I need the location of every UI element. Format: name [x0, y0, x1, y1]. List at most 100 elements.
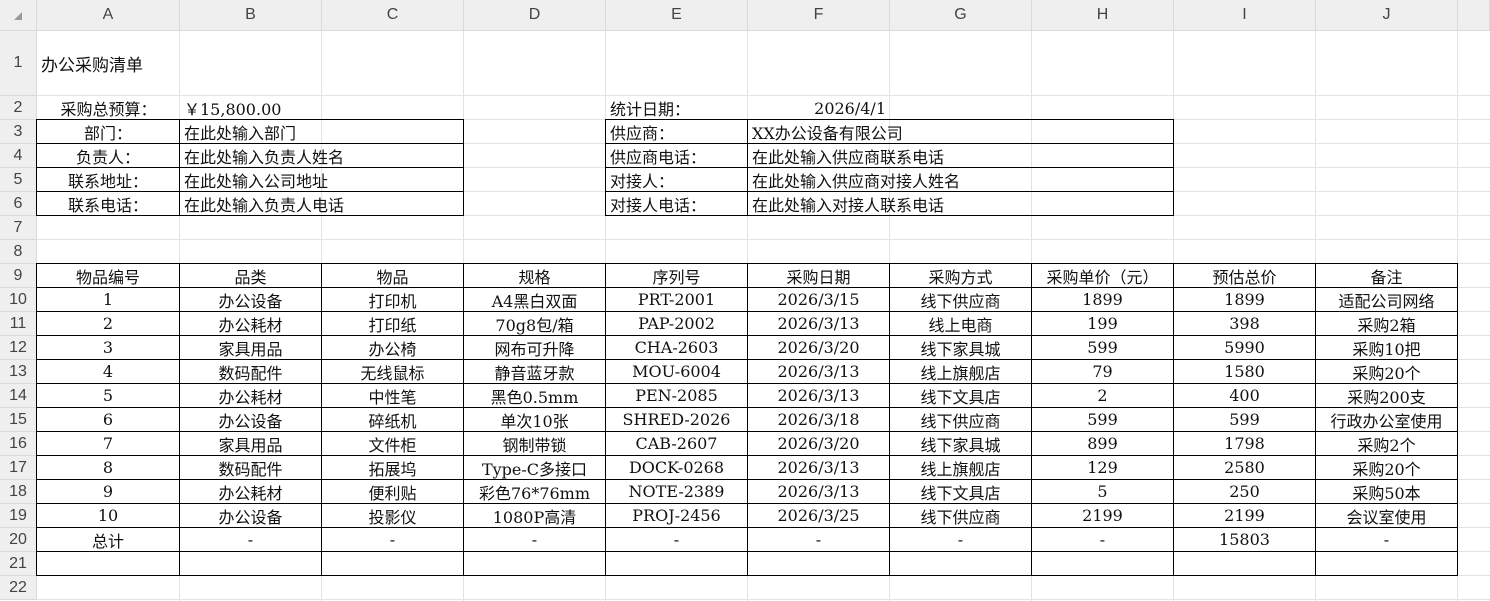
table-cell[interactable]: 1798	[1173, 431, 1316, 456]
table-cell[interactable]: 线上旗舰店	[889, 455, 1032, 480]
table-cell[interactable]: 4	[36, 359, 180, 384]
table-cell[interactable]: 文件柜	[321, 431, 464, 456]
table-cell[interactable]: 70g8包/箱	[463, 311, 606, 336]
table-cell[interactable]: 7	[36, 431, 180, 456]
table-cell[interactable]: 线下文具店	[889, 383, 1032, 408]
requester-label[interactable]: 联系地址：	[36, 167, 180, 192]
table-header[interactable]: 备注	[1315, 263, 1458, 288]
table-cell[interactable]: 采购20个	[1315, 455, 1458, 480]
row-header-2[interactable]: 2	[0, 96, 37, 120]
table-cell[interactable]: A4黑白双面	[463, 287, 606, 312]
column-header-H[interactable]: H	[1032, 0, 1174, 31]
table-cell[interactable]: 线上旗舰店	[889, 359, 1032, 384]
table-cell[interactable]: 办公耗材	[179, 311, 322, 336]
table-cell[interactable]: 投影仪	[321, 503, 464, 528]
row-header-17[interactable]: 17	[0, 456, 37, 480]
table-cell[interactable]: 6	[36, 407, 180, 432]
total-cell[interactable]: -	[605, 527, 748, 552]
row-header-9[interactable]: 9	[0, 264, 37, 288]
table-cell[interactable]: 办公设备	[179, 407, 322, 432]
supplier-value[interactable]: 在此处输入供应商联系电话	[747, 143, 1174, 168]
table-cell[interactable]: 采购10把	[1315, 335, 1458, 360]
table-cell[interactable]: 线下家具城	[889, 431, 1032, 456]
table-cell[interactable]: 采购2个	[1315, 431, 1458, 456]
table-cell[interactable]: 家具用品	[179, 431, 322, 456]
table-cell[interactable]: PAP-2002	[605, 311, 748, 336]
empty-cell[interactable]	[889, 551, 1032, 576]
column-header-E[interactable]: E	[606, 0, 748, 31]
column-header-G[interactable]: G	[890, 0, 1032, 31]
table-cell[interactable]: 数码配件	[179, 455, 322, 480]
row-header-12[interactable]: 12	[0, 336, 37, 360]
row-header-14[interactable]: 14	[0, 384, 37, 408]
requester-value[interactable]: 在此处输入负责人电话	[179, 191, 464, 216]
total-cell[interactable]: -	[1315, 527, 1458, 552]
table-header[interactable]: 序列号	[605, 263, 748, 288]
requester-value[interactable]: 在此处输入公司地址	[179, 167, 464, 192]
table-cell[interactable]: 黑色0.5mm	[463, 383, 606, 408]
table-cell[interactable]: 会议室使用	[1315, 503, 1458, 528]
total-cell[interactable]: -	[889, 527, 1032, 552]
row-header-19[interactable]: 19	[0, 504, 37, 528]
row-header-7[interactable]: 7	[0, 216, 37, 240]
table-cell[interactable]: 拓展坞	[321, 455, 464, 480]
table-cell[interactable]: 250	[1173, 479, 1316, 504]
table-cell[interactable]: 2199	[1173, 503, 1316, 528]
empty-cell[interactable]	[1173, 551, 1316, 576]
column-header-J[interactable]: J	[1316, 0, 1458, 31]
supplier-label[interactable]: 对接人：	[605, 167, 748, 192]
empty-cell[interactable]	[1031, 551, 1174, 576]
table-cell[interactable]: 2	[36, 311, 180, 336]
table-cell[interactable]: 单次10张	[463, 407, 606, 432]
row-header-13[interactable]: 13	[0, 360, 37, 384]
sheet-title[interactable]: 办公采购清单	[41, 56, 143, 76]
table-cell[interactable]: 5	[36, 383, 180, 408]
row-header-18[interactable]: 18	[0, 480, 37, 504]
requester-label[interactable]: 联系电话：	[36, 191, 180, 216]
supplier-value[interactable]: 在此处输入对接人联系电话	[747, 191, 1174, 216]
budget-label[interactable]: 采购总预算：	[60, 100, 157, 119]
table-cell[interactable]: 2026/3/13	[747, 479, 890, 504]
supplier-label[interactable]: 供应商：	[605, 119, 748, 144]
table-cell[interactable]: 线上电商	[889, 311, 1032, 336]
table-cell[interactable]: 线下供应商	[889, 287, 1032, 312]
table-cell[interactable]: 2026/3/13	[747, 359, 890, 384]
table-cell[interactable]: 2199	[1031, 503, 1174, 528]
table-header[interactable]: 采购单价（元）	[1031, 263, 1174, 288]
table-cell[interactable]: 1899	[1173, 287, 1316, 312]
select-all-corner[interactable]	[0, 0, 37, 31]
table-cell[interactable]: 2026/3/18	[747, 407, 890, 432]
table-cell[interactable]: 采购200支	[1315, 383, 1458, 408]
total-cell[interactable]: -	[179, 527, 322, 552]
supplier-value[interactable]: 在此处输入供应商对接人姓名	[747, 167, 1174, 192]
empty-cell[interactable]	[463, 551, 606, 576]
row-header-10[interactable]: 10	[0, 288, 37, 312]
table-cell[interactable]: 无线鼠标	[321, 359, 464, 384]
total-cell[interactable]: -	[747, 527, 890, 552]
table-cell[interactable]: 1580	[1173, 359, 1316, 384]
table-cell[interactable]: 适配公司网络	[1315, 287, 1458, 312]
row-header-1[interactable]: 1	[0, 31, 37, 96]
table-cell[interactable]: 办公椅	[321, 335, 464, 360]
empty-cell[interactable]	[36, 551, 180, 576]
table-cell[interactable]: 2026/3/25	[747, 503, 890, 528]
table-header[interactable]: 品类	[179, 263, 322, 288]
row-header-6[interactable]: 6	[0, 192, 37, 216]
row-header-22[interactable]: 22	[0, 576, 37, 600]
table-cell[interactable]: 数码配件	[179, 359, 322, 384]
table-header[interactable]: 采购日期	[747, 263, 890, 288]
table-cell[interactable]: 1080P高清	[463, 503, 606, 528]
table-cell[interactable]: 2026/3/20	[747, 431, 890, 456]
table-cell[interactable]: 129	[1031, 455, 1174, 480]
table-cell[interactable]: 静音蓝牙款	[463, 359, 606, 384]
row-header-4[interactable]: 4	[0, 144, 37, 168]
table-cell[interactable]: 199	[1031, 311, 1174, 336]
column-header-D[interactable]: D	[464, 0, 606, 31]
table-cell[interactable]: 采购50本	[1315, 479, 1458, 504]
table-cell[interactable]: 2026/3/15	[747, 287, 890, 312]
column-header-A[interactable]: A	[37, 0, 180, 31]
row-header-11[interactable]: 11	[0, 312, 37, 336]
total-cell[interactable]: 15803	[1173, 527, 1316, 552]
row-header-15[interactable]: 15	[0, 408, 37, 432]
table-cell[interactable]: 2580	[1173, 455, 1316, 480]
